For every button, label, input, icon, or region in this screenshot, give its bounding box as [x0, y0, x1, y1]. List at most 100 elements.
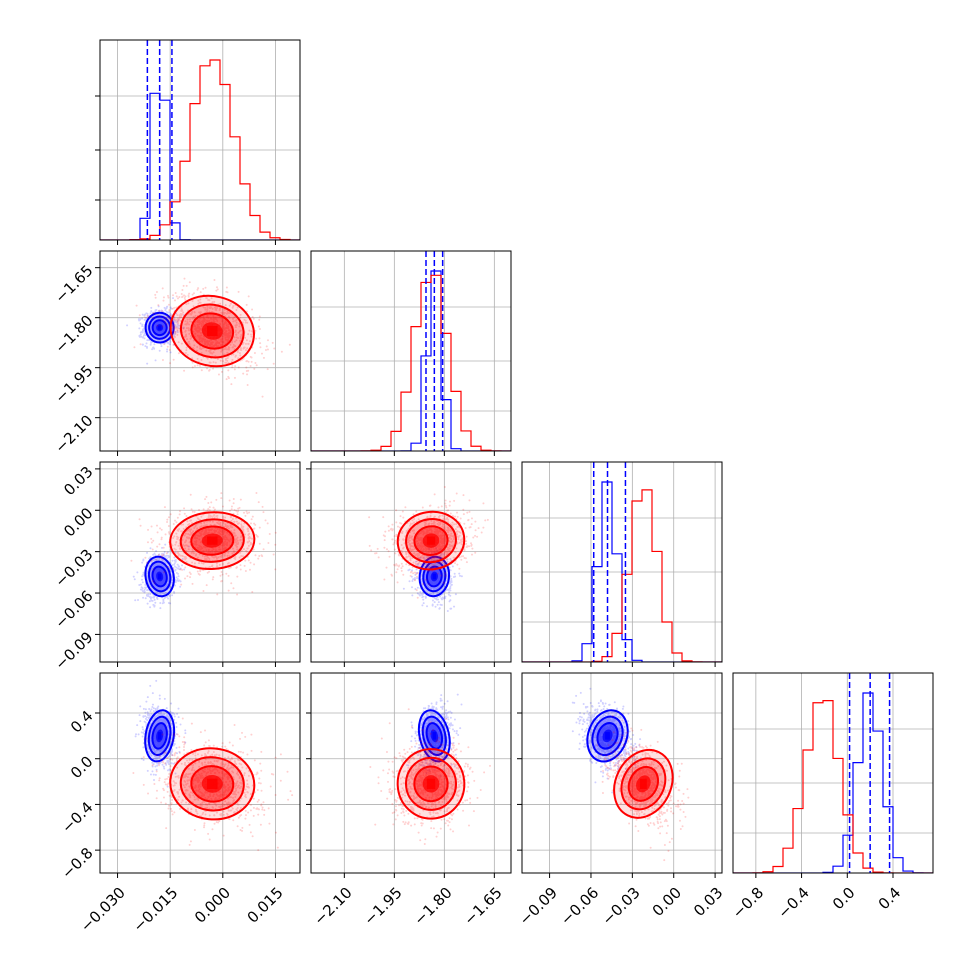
scatter-point [221, 349, 224, 352]
scatter-point [227, 369, 230, 372]
scatter-point [160, 581, 163, 584]
scatter-point [226, 311, 229, 314]
scatter-point [239, 329, 242, 332]
scatter-point [168, 311, 171, 314]
scatter-point [209, 361, 212, 364]
scatter-point [233, 376, 236, 379]
scatter-point [208, 509, 211, 512]
scatter-point [234, 329, 237, 332]
scatter-point [130, 559, 133, 562]
scatter-point [198, 546, 201, 549]
scatter-point [181, 530, 184, 533]
scatter-point [208, 506, 211, 509]
scatter-point [146, 346, 149, 349]
scatter-point [228, 329, 231, 332]
scatter-point [226, 332, 229, 335]
scatter-point [434, 581, 437, 584]
scatter-point [154, 577, 157, 580]
scatter-point [223, 547, 226, 550]
scatter-point [437, 598, 440, 601]
scatter-point [223, 538, 226, 541]
scatter-point [220, 530, 223, 533]
scatter-point [181, 309, 184, 312]
scatter-point [209, 520, 212, 523]
scatter-point [159, 331, 162, 334]
scatter-point [153, 576, 156, 579]
scatter-point [189, 533, 192, 536]
scatter-point [153, 576, 156, 579]
scatter-point [212, 506, 215, 509]
scatter-point [160, 569, 163, 572]
scatter-point [158, 322, 161, 325]
scatter-point [224, 346, 227, 349]
scatter-point [223, 348, 226, 351]
scatter-point [433, 587, 436, 590]
scatter-point [200, 515, 203, 518]
scatter-point [402, 587, 405, 590]
scatter-point [202, 317, 205, 320]
scatter-point [253, 527, 256, 530]
scatter-point [185, 539, 188, 542]
scatter-point [200, 339, 203, 342]
scatter-point [229, 330, 232, 333]
scatter-point [142, 573, 145, 576]
scatter-point [162, 574, 165, 577]
scatter-point [236, 548, 239, 551]
scatter-point [172, 335, 175, 338]
scatter-point [200, 347, 203, 350]
scatter-point [202, 287, 205, 290]
scatter-point [194, 537, 197, 540]
scatter-point [202, 533, 205, 536]
scatter-point [177, 352, 180, 355]
scatter-point [154, 328, 157, 331]
scatter-point [177, 565, 180, 568]
contour-line [190, 525, 235, 556]
scatter-point [186, 575, 189, 578]
scatter-point [443, 485, 446, 488]
scatter-point [196, 517, 199, 520]
scatter-point [264, 349, 267, 352]
scatter-point [197, 321, 200, 324]
scatter-point [156, 545, 159, 548]
panel-2-0 [95, 461, 301, 667]
scatter-point [177, 341, 180, 344]
scatter-point [174, 324, 177, 327]
scatter-point [163, 306, 166, 309]
scatter-point [470, 544, 473, 547]
scatter-point [190, 551, 193, 554]
scatter-point [428, 579, 431, 582]
scatter-point [160, 583, 163, 586]
scatter-point [175, 521, 178, 524]
scatter-point [160, 582, 163, 585]
scatter-point [220, 370, 223, 373]
scatter-point [222, 329, 225, 332]
scatter-point [139, 524, 142, 527]
scatter-point [258, 337, 261, 340]
scatter-point [438, 607, 441, 610]
scatter-point [434, 557, 437, 560]
scatter-point [166, 571, 169, 574]
scatter-point [446, 610, 449, 613]
scatter-point [188, 533, 191, 536]
scatter-point [198, 335, 201, 338]
scatter-point [225, 333, 228, 336]
scatter-point [153, 582, 156, 585]
scatter-point [234, 538, 237, 541]
scatter-point [221, 348, 224, 351]
scatter-point [220, 338, 223, 341]
scatter-point [220, 343, 223, 346]
scatter-point [205, 297, 208, 300]
scatter-point [209, 551, 212, 554]
scatter-point [226, 359, 229, 362]
scatter-point [218, 528, 221, 531]
scatter-point [226, 562, 229, 565]
scatter-point [153, 564, 156, 567]
scatter-point [199, 337, 202, 340]
scatter-point [430, 580, 433, 583]
scatter-point [217, 531, 220, 534]
scatter-point [173, 333, 176, 336]
scatter-point [247, 342, 250, 345]
scatter-point [196, 330, 199, 333]
scatter-point [199, 332, 202, 335]
scatter-point [154, 330, 157, 333]
